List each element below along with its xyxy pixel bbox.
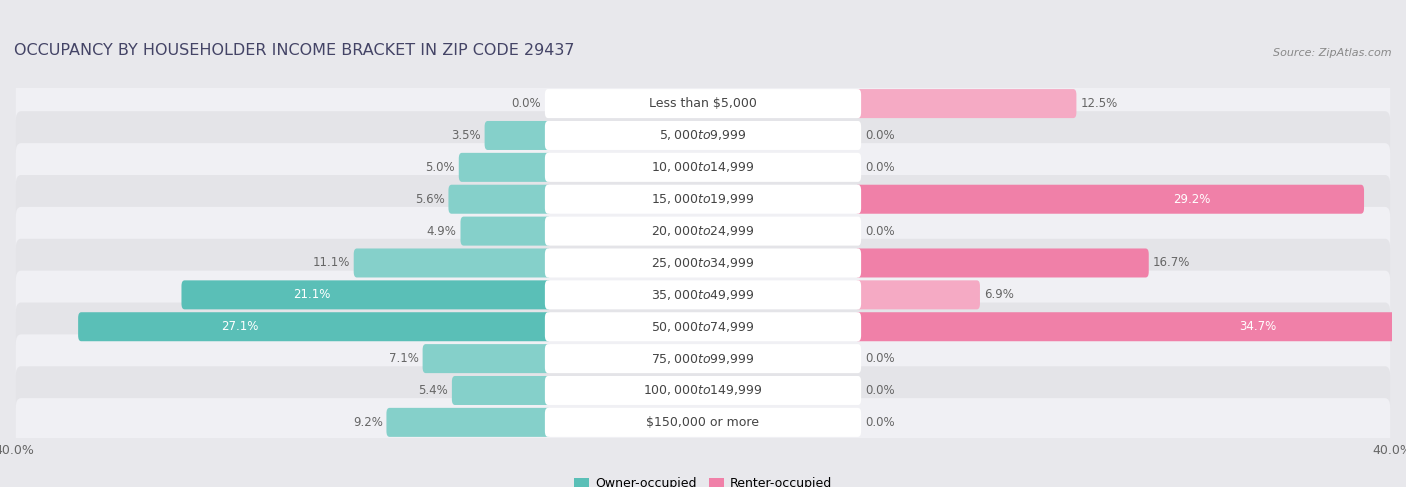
FancyBboxPatch shape (387, 408, 551, 437)
Text: $25,000 to $34,999: $25,000 to $34,999 (651, 256, 755, 270)
Text: 4.9%: 4.9% (427, 225, 457, 238)
FancyBboxPatch shape (15, 111, 1391, 160)
FancyBboxPatch shape (15, 79, 1391, 128)
FancyBboxPatch shape (461, 217, 551, 245)
FancyBboxPatch shape (546, 153, 860, 182)
FancyBboxPatch shape (855, 312, 1406, 341)
Text: $10,000 to $14,999: $10,000 to $14,999 (651, 160, 755, 174)
Text: 0.0%: 0.0% (865, 416, 894, 429)
Text: $20,000 to $24,999: $20,000 to $24,999 (651, 224, 755, 238)
FancyBboxPatch shape (855, 89, 1077, 118)
Legend: Owner-occupied, Renter-occupied: Owner-occupied, Renter-occupied (568, 472, 838, 487)
FancyBboxPatch shape (546, 248, 860, 278)
FancyBboxPatch shape (855, 185, 1364, 214)
Text: Less than $5,000: Less than $5,000 (650, 97, 756, 110)
FancyBboxPatch shape (451, 376, 551, 405)
FancyBboxPatch shape (15, 366, 1391, 415)
FancyBboxPatch shape (546, 312, 860, 341)
FancyBboxPatch shape (15, 398, 1391, 447)
Text: 0.0%: 0.0% (865, 384, 894, 397)
Text: Source: ZipAtlas.com: Source: ZipAtlas.com (1274, 48, 1392, 58)
FancyBboxPatch shape (449, 185, 551, 214)
FancyBboxPatch shape (354, 248, 551, 278)
FancyBboxPatch shape (181, 281, 551, 309)
Text: $50,000 to $74,999: $50,000 to $74,999 (651, 320, 755, 334)
FancyBboxPatch shape (15, 335, 1391, 383)
Text: 0.0%: 0.0% (512, 97, 541, 110)
Text: 5.4%: 5.4% (419, 384, 449, 397)
FancyBboxPatch shape (546, 217, 860, 245)
Text: 0.0%: 0.0% (865, 161, 894, 174)
Text: 16.7%: 16.7% (1153, 257, 1189, 269)
Text: 11.1%: 11.1% (312, 257, 350, 269)
FancyBboxPatch shape (15, 143, 1391, 191)
FancyBboxPatch shape (15, 239, 1391, 287)
Text: $75,000 to $99,999: $75,000 to $99,999 (651, 352, 755, 366)
Text: $150,000 or more: $150,000 or more (647, 416, 759, 429)
FancyBboxPatch shape (546, 121, 860, 150)
Text: $35,000 to $49,999: $35,000 to $49,999 (651, 288, 755, 302)
FancyBboxPatch shape (855, 281, 980, 309)
Text: 6.9%: 6.9% (984, 288, 1014, 301)
Text: 21.1%: 21.1% (294, 288, 330, 301)
Text: 12.5%: 12.5% (1080, 97, 1118, 110)
Text: $5,000 to $9,999: $5,000 to $9,999 (659, 129, 747, 143)
Text: 7.1%: 7.1% (389, 352, 419, 365)
FancyBboxPatch shape (546, 408, 860, 437)
Text: 0.0%: 0.0% (865, 225, 894, 238)
Text: 3.5%: 3.5% (451, 129, 481, 142)
FancyBboxPatch shape (423, 344, 551, 373)
FancyBboxPatch shape (15, 271, 1391, 319)
FancyBboxPatch shape (855, 248, 1149, 278)
FancyBboxPatch shape (15, 302, 1391, 351)
Text: $15,000 to $19,999: $15,000 to $19,999 (651, 192, 755, 206)
FancyBboxPatch shape (15, 207, 1391, 255)
Text: 0.0%: 0.0% (865, 352, 894, 365)
FancyBboxPatch shape (458, 153, 551, 182)
Text: 9.2%: 9.2% (353, 416, 382, 429)
Text: 27.1%: 27.1% (221, 320, 259, 333)
Text: 0.0%: 0.0% (865, 129, 894, 142)
Text: 34.7%: 34.7% (1239, 320, 1277, 333)
FancyBboxPatch shape (546, 89, 860, 118)
FancyBboxPatch shape (546, 376, 860, 405)
FancyBboxPatch shape (485, 121, 551, 150)
Text: 5.6%: 5.6% (415, 193, 444, 206)
FancyBboxPatch shape (15, 175, 1391, 224)
Text: 5.0%: 5.0% (426, 161, 456, 174)
FancyBboxPatch shape (79, 312, 551, 341)
Text: OCCUPANCY BY HOUSEHOLDER INCOME BRACKET IN ZIP CODE 29437: OCCUPANCY BY HOUSEHOLDER INCOME BRACKET … (14, 43, 575, 58)
FancyBboxPatch shape (546, 185, 860, 214)
FancyBboxPatch shape (546, 344, 860, 373)
Text: 29.2%: 29.2% (1173, 193, 1211, 206)
Text: $100,000 to $149,999: $100,000 to $149,999 (644, 383, 762, 397)
FancyBboxPatch shape (546, 281, 860, 309)
